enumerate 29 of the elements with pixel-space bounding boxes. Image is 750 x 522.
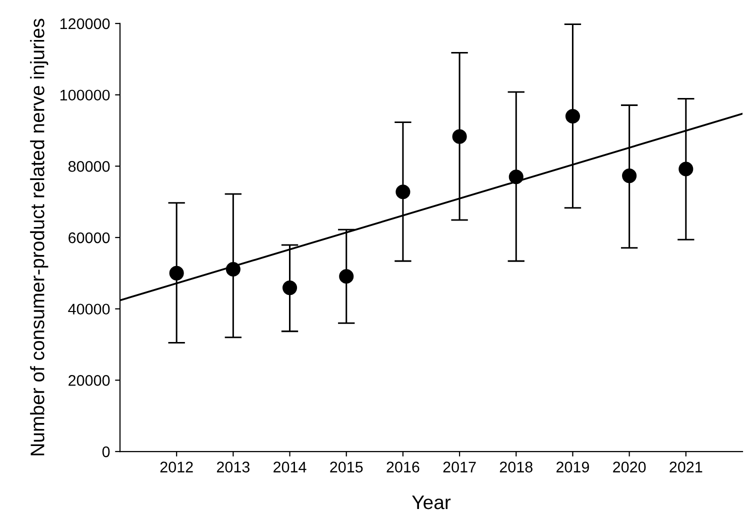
x-tick-label: 2020 bbox=[613, 462, 646, 472]
x-axis-title: Year bbox=[412, 496, 451, 510]
point bbox=[565, 108, 580, 124]
x-tick-label: 2019 bbox=[556, 462, 589, 472]
x-tick-label: 2012 bbox=[160, 462, 193, 472]
point bbox=[282, 280, 298, 296]
y-tick-label: 100000 bbox=[60, 90, 110, 101]
point bbox=[339, 269, 354, 284]
y-tick-label: 80000 bbox=[68, 161, 110, 172]
point bbox=[622, 168, 637, 184]
x-tick-label: 2015 bbox=[330, 462, 363, 472]
point bbox=[396, 184, 410, 200]
x-tick-label: 2018 bbox=[500, 462, 532, 472]
point bbox=[508, 170, 524, 184]
point bbox=[678, 162, 694, 176]
y-tick-label: 120000 bbox=[60, 18, 110, 30]
y-axis-title: Number of consumer-product related nerve injuries bbox=[30, 18, 48, 456]
point bbox=[226, 262, 240, 277]
x-tick-label: 2014 bbox=[274, 462, 306, 472]
x-tick-label: 2016 bbox=[386, 462, 420, 472]
x-tick-label: 2021 bbox=[670, 462, 702, 472]
y-tick-label: 60000 bbox=[68, 232, 110, 244]
x-tick-label: 2013 bbox=[216, 462, 250, 472]
y-tick-label: 20000 bbox=[68, 375, 110, 386]
y-tick-label: 40000 bbox=[68, 304, 110, 315]
x-tick-label: 2017 bbox=[443, 462, 476, 472]
point bbox=[169, 266, 184, 280]
y-tick-label: 0 bbox=[102, 446, 110, 458]
point bbox=[452, 129, 467, 144]
